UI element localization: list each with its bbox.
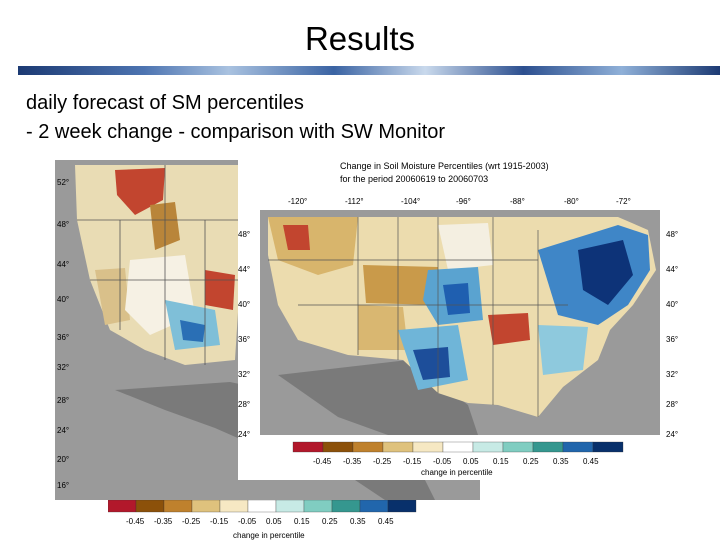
front-colorbar-cell — [412, 441, 444, 453]
front-colorbar-tick-label: 0.25 — [523, 457, 539, 466]
front-lat-label-left: 44° — [238, 265, 250, 274]
front-colorbar-cell — [442, 441, 474, 453]
front-lon-label: -80° — [564, 197, 579, 206]
front-colorbar-tick-label: 0.35 — [553, 457, 569, 466]
front-lon-label: -88° — [510, 197, 525, 206]
front-lat-label-left: 36° — [238, 335, 250, 344]
wet-patch-arizona-core — [180, 320, 205, 342]
front-colorbar-label: change in percentile — [421, 468, 493, 477]
back-lat-label: 24° — [57, 426, 69, 435]
back-colorbar-tick-label: 0.25 — [322, 517, 338, 526]
back-colorbar-tick-label: 0.35 — [350, 517, 366, 526]
back-colorbar-cell — [331, 500, 361, 513]
front-colorbar-tick-label: -0.15 — [403, 457, 422, 466]
front-colorbar-tick-label: -0.45 — [313, 457, 332, 466]
front-lon-label: -72° — [616, 197, 631, 206]
front-lon-label: -120° — [288, 197, 307, 206]
front-map-state-lines — [268, 217, 568, 417]
front-lat-label-right: 36° — [666, 335, 678, 344]
back-colorbar-cell — [275, 500, 305, 513]
back-colorbar-cell — [247, 500, 277, 513]
wet-core-kansas — [443, 283, 470, 315]
front-lat-label-right: 48° — [666, 230, 678, 239]
neutral-region-upper-midwest — [438, 223, 493, 270]
back-lat-label: 52° — [57, 178, 69, 187]
front-colorbar-cell — [352, 441, 384, 453]
dry-core-washington — [283, 225, 310, 250]
front-lat-label-left: 32° — [238, 370, 250, 379]
front-lat-label-right: 28° — [666, 400, 678, 409]
subtitle-line-2: - 2 week change - comparison with SW Mon… — [26, 121, 446, 143]
back-colorbar-tick-label: -0.25 — [182, 517, 201, 526]
front-colorbar-tick-label: -0.05 — [433, 457, 452, 466]
back-colorbar-cell — [219, 500, 249, 513]
front-colorbar-cell — [562, 441, 594, 453]
back-colorbar-label: change in percentile — [233, 531, 305, 540]
front-colorbar-cell — [292, 441, 324, 453]
wet-core-mid-atlantic — [578, 240, 633, 305]
back-colorbar-cell — [303, 500, 333, 513]
front-lat-label-left: 48° — [238, 230, 250, 239]
front-colorbar-cell — [472, 441, 504, 453]
back-colorbar-cell — [191, 500, 221, 513]
front-lat-label-right: 44° — [666, 265, 678, 274]
back-lat-label: 16° — [57, 481, 69, 490]
back-colorbar-tick-label: 0.45 — [378, 517, 394, 526]
front-lon-label: -112° — [345, 197, 364, 206]
wet-region-southeast — [538, 325, 588, 375]
dry-patch-nevada — [95, 268, 130, 325]
front-lon-label: -104° — [401, 197, 420, 206]
dry-region-arkansas — [488, 313, 530, 345]
front-colorbar-tick-label: 0.05 — [463, 457, 479, 466]
back-colorbar-cell — [163, 500, 193, 513]
title-underline-bar — [18, 66, 720, 75]
dry-patch-northwest — [115, 168, 165, 215]
front-lat-label-left: 28° — [238, 400, 250, 409]
back-colorbar-tick-label: -0.45 — [126, 517, 145, 526]
front-lat-label-left: 40° — [238, 300, 250, 309]
front-lat-label-right: 24° — [666, 430, 678, 439]
front-colorbar-tick-label: 0.15 — [493, 457, 509, 466]
back-colorbar-tick-label: -0.15 — [210, 517, 229, 526]
front-lat-label-left: 24° — [238, 430, 250, 439]
dry-patch-colorado — [205, 270, 235, 310]
back-lat-label: 28° — [57, 396, 69, 405]
back-colorbar-tick-label: -0.05 — [238, 517, 257, 526]
front-lon-label: -96° — [456, 197, 471, 206]
back-colorbar-cell — [387, 500, 417, 513]
conus-change-map: Change in Soil Moisture Percentiles (wrt… — [238, 155, 720, 480]
front-lat-label-right: 32° — [666, 370, 678, 379]
front-colorbar-cell — [532, 441, 564, 453]
back-lat-label: 48° — [57, 220, 69, 229]
front-colorbar-cell — [322, 441, 354, 453]
back-colorbar-tick-label: 0.05 — [266, 517, 282, 526]
back-lat-label: 44° — [57, 260, 69, 269]
front-lat-label-right: 40° — [666, 300, 678, 309]
back-lat-label: 36° — [57, 333, 69, 342]
back-lat-label: 40° — [57, 295, 69, 304]
front-map-period: for the period 20060619 to 20060703 — [340, 174, 488, 184]
wet-core-texas — [413, 347, 450, 380]
front-colorbar-tick-label: -0.35 — [343, 457, 362, 466]
subtitle-line-1: daily forecast of SM percentiles — [26, 92, 304, 114]
front-colorbar-cell — [592, 441, 624, 453]
back-map-state-lines — [77, 165, 240, 365]
back-colorbar-cell — [135, 500, 165, 513]
dry-region-texas-west — [358, 305, 408, 350]
back-colorbar-cell — [108, 500, 137, 513]
front-colorbar-cell — [502, 441, 534, 453]
back-colorbar-tick-label: -0.35 — [154, 517, 173, 526]
back-colorbar-tick-label: 0.15 — [294, 517, 310, 526]
slide-title: Results — [304, 20, 416, 57]
front-map-title: Change in Soil Moisture Percentiles (wrt… — [340, 161, 549, 171]
back-lat-label: 32° — [57, 363, 69, 372]
back-lat-label: 20° — [57, 455, 69, 464]
front-colorbar-tick-label: 0.45 — [583, 457, 599, 466]
back-colorbar-cell — [359, 500, 389, 513]
back-colorbar: -0.45 -0.35 -0.25 -0.15 -0.05 0.05 0.15 0.25 0.3… — [108, 500, 417, 540]
front-colorbar-tick-label: -0.25 — [373, 457, 392, 466]
dry-region-plains — [363, 265, 438, 305]
front-colorbar-cell — [382, 441, 414, 453]
